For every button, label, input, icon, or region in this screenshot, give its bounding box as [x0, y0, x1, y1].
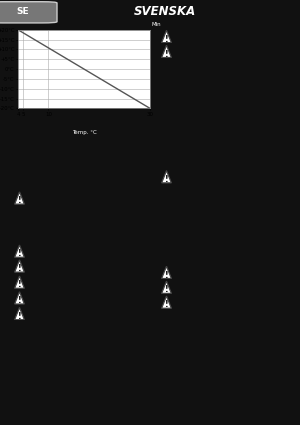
Text: !: !	[165, 175, 168, 184]
Text: !: !	[165, 300, 168, 309]
Polygon shape	[15, 276, 24, 288]
Polygon shape	[15, 292, 24, 304]
Text: !: !	[18, 249, 21, 258]
Text: SE: SE	[16, 7, 29, 16]
Polygon shape	[162, 281, 171, 293]
Text: !: !	[18, 264, 21, 273]
Text: !: !	[18, 296, 21, 305]
Polygon shape	[162, 266, 171, 278]
Polygon shape	[15, 308, 24, 320]
Text: !: !	[18, 196, 21, 205]
Text: SVENSKA: SVENSKA	[134, 6, 196, 18]
Polygon shape	[15, 245, 24, 257]
Text: !: !	[18, 280, 21, 289]
Polygon shape	[162, 296, 171, 308]
Polygon shape	[15, 192, 24, 204]
Text: !: !	[18, 312, 21, 321]
Text: Temp. °C: Temp. °C	[72, 130, 96, 136]
Text: !: !	[165, 271, 168, 280]
Text: !: !	[165, 50, 168, 59]
Polygon shape	[162, 171, 171, 183]
Polygon shape	[162, 45, 171, 57]
Polygon shape	[162, 31, 171, 42]
Text: Min: Min	[151, 22, 161, 27]
FancyBboxPatch shape	[0, 2, 57, 23]
Text: !: !	[165, 35, 168, 44]
Text: !: !	[165, 286, 168, 295]
Polygon shape	[15, 260, 24, 272]
